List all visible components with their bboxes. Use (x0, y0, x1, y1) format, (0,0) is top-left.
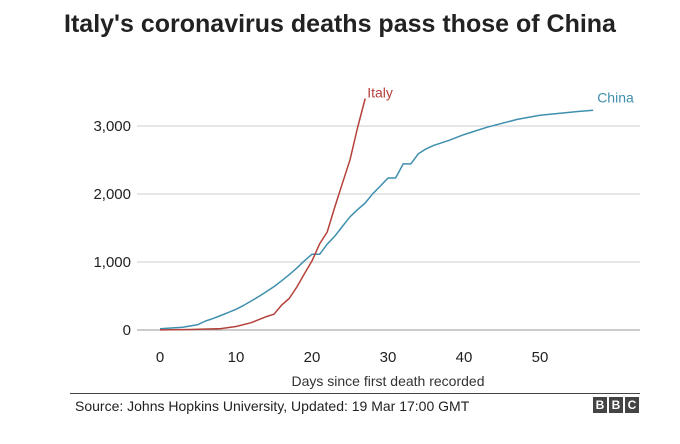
series-line-italy (159, 98, 366, 331)
x-tick-label: 50 (532, 349, 549, 366)
y-tick-label: 1,000 (93, 254, 131, 271)
chart-title: Italy's coronavirus deaths pass those of… (64, 10, 616, 38)
y-axis: 0 1,000 2,000 3,000 (93, 118, 131, 339)
series-label-italy: Italy (367, 84, 393, 100)
series-label-china: China (597, 89, 634, 105)
series-lines (159, 98, 594, 331)
x-tick-label: 30 (380, 349, 397, 366)
gridlines (137, 125, 640, 331)
x-axis: 0 10 20 30 40 50 (156, 349, 549, 366)
footer-divider (70, 393, 640, 394)
y-tick-label: 0 (123, 322, 131, 339)
logo-letter: B (609, 397, 623, 413)
source-note: Source: Johns Hopkins University, Update… (75, 398, 470, 414)
x-tick-label: 20 (304, 349, 321, 366)
x-tick-label: 40 (456, 349, 473, 366)
bbc-logo: B B C (593, 397, 639, 413)
logo-letter: C (625, 397, 639, 413)
series-labels: Italy China (367, 84, 634, 105)
series-line-china (159, 109, 594, 330)
y-tick-label: 3,000 (93, 118, 131, 135)
x-tick-label: 10 (228, 349, 245, 366)
x-tick-label: 0 (156, 349, 164, 366)
x-axis-label: Days since first death recorded (292, 373, 485, 389)
y-tick-label: 2,000 (93, 186, 131, 203)
logo-letter: B (593, 397, 607, 413)
